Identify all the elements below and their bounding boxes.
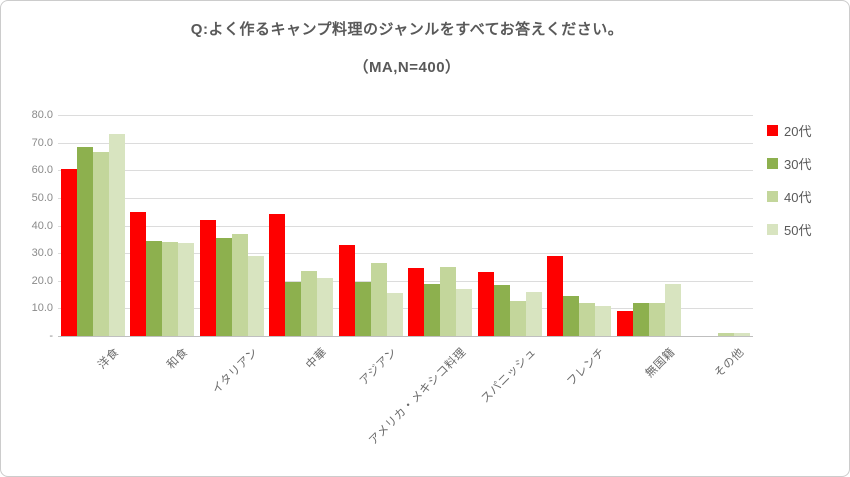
gridline-80 [58,115,753,116]
legend-swatch-icon [767,125,778,136]
legend-label: 50代 [784,223,812,238]
gridline-10 [58,308,753,310]
x-axis-line [58,336,753,337]
legend-label: 30代 [784,157,812,172]
x-axis-label-洋食: 洋食 [95,346,122,372]
legend: 20代 30代 40代 50代 [767,120,811,252]
bar-40代-アジアン [370,262,387,336]
bar-50代-フレンチ [595,305,612,336]
bar-40代-アメリカ・メキシコ料理 [440,266,457,336]
bar-40代-イタリアン [231,233,248,336]
bar-20代-スパニッシュ [477,272,494,336]
bar-50代-アジアン [386,293,403,336]
gridline-30 [58,253,753,255]
bar-50代-その他 [734,333,751,336]
gridline-40 [58,225,753,227]
bar-20代-無国籍 [616,311,633,336]
gridline-20 [58,280,753,282]
bar-30代-和食 [146,240,163,336]
bar-50代-イタリアン [247,255,264,336]
bar-20代-フレンチ [547,255,564,336]
bar-30代-アメリカ・メキシコ料理 [424,283,441,336]
gridline-70 [58,142,753,144]
bar-50代-中華 [317,277,334,336]
bar-20代-アメリカ・メキシコ料理 [408,268,425,336]
legend-swatch-icon [767,224,778,235]
bar-40代-フレンチ [579,302,596,336]
bar-30代-イタリアン [215,237,232,336]
bar-30代-スパニッシュ [493,284,510,336]
y-tick-label-30.0: 30.0 [31,247,53,260]
y-tick-label-50.0: 50.0 [31,191,53,204]
bar-40代-洋食 [92,152,109,336]
y-tick-label-20.0: 20.0 [31,274,53,287]
legend-item-30代: 30代 [767,153,811,174]
bar-50代-スパニッシュ [525,291,542,336]
bar-30代-アジアン [354,282,371,336]
bar-40代-その他 [718,333,735,336]
y-tick-label-70.0: 70.0 [31,136,53,149]
legend-swatch-icon [767,191,778,202]
bar-20代-洋食 [60,168,77,336]
y-tick-label-80.0: 80.0 [31,109,53,121]
legend-item-50代: 50代 [767,219,811,240]
legend-item-40代: 40代 [767,186,811,207]
legend-item-20代: 20代 [767,120,811,141]
y-tick-label-40.0: 40.0 [31,219,53,232]
bar-30代-中華 [285,282,302,336]
legend-label: 40代 [784,190,812,205]
bar-30代-無国籍 [632,302,649,336]
bar-50代-アメリカ・メキシコ料理 [456,289,473,336]
bar-20代-和食 [130,211,147,336]
chart-title-line1: Q:よく作るキャンプ料理のジャンルをすべてお答えください。 [190,21,624,38]
legend-label: 20代 [784,124,812,139]
bar-20代-アジアン [338,244,355,336]
gridline-60 [58,170,753,172]
y-tick-label-10.0: 10.0 [31,302,53,315]
bar-30代-洋食 [76,146,93,336]
bar-20代-中華 [269,214,286,336]
bar-50代-洋食 [108,134,125,336]
y-tick-label-60.0: 60.0 [31,164,53,177]
legend-swatch-icon [767,158,778,169]
y-tick-label--: - [49,330,53,342]
bar-40代-和食 [162,242,179,336]
bar-50代-無国籍 [664,283,681,336]
gridline-50 [58,197,753,199]
chart-title-line2: （MA,N=400） [353,59,461,76]
bar-30代-フレンチ [563,295,580,336]
bar-40代-無国籍 [648,302,665,336]
bar-40代-スパニッシュ [509,301,526,336]
bar-50代-和食 [178,243,195,336]
bar-40代-中華 [301,271,318,336]
bar-20代-イタリアン [199,219,216,336]
